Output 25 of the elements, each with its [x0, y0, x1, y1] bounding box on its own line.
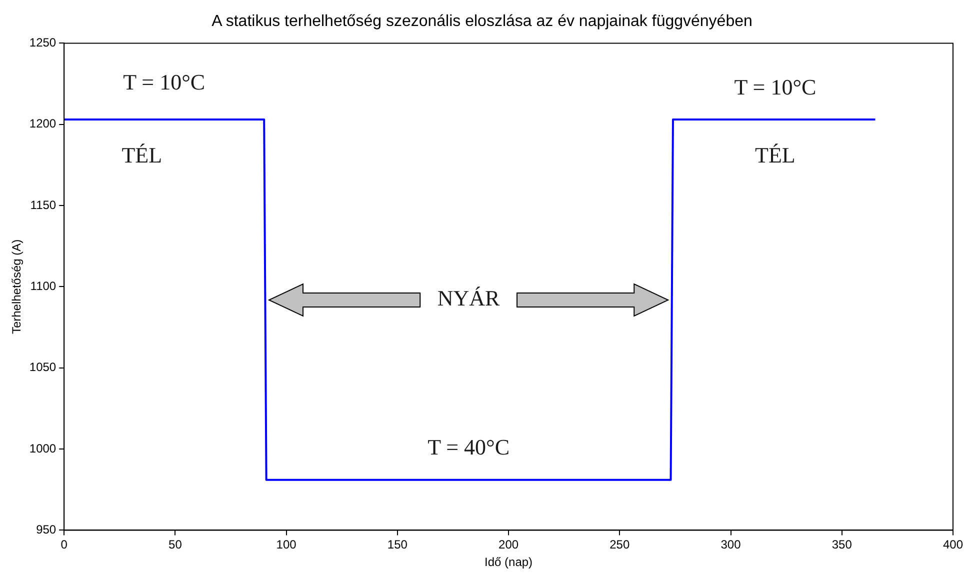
x-tick-label: 150 [387, 538, 408, 552]
y-tick-label: 950 [36, 522, 56, 537]
annotation: T = 10°C [734, 74, 816, 100]
x-tick-label: 200 [498, 538, 519, 552]
y-axis-title: Terhelhetőség (A) [10, 239, 24, 334]
x-tick-label: 250 [610, 538, 630, 552]
x-tick-label: 50 [168, 538, 182, 552]
chart-title: A statikus terhelhetőség szezonális eloszlása az év napjainak függvényében [212, 13, 752, 30]
x-tick-label: 400 [942, 538, 964, 552]
x-tick-label: 100 [276, 538, 297, 552]
annotation: T = 10°C [123, 69, 206, 94]
y-tick-label: 1150 [30, 198, 56, 212]
x-tick-label: 300 [720, 538, 742, 552]
x-tick-label: 0 [60, 538, 68, 552]
y-tick-label: 1050 [29, 360, 56, 374]
annotation: NYÁR [437, 286, 500, 311]
y-tick-label: 1000 [29, 441, 56, 456]
annotation: T = 40°C [428, 434, 510, 460]
annotation: TÉL [122, 142, 162, 168]
y-tick-label: 1200 [29, 116, 56, 131]
x-tick-label: 350 [832, 538, 852, 552]
annotation: TÉL [755, 142, 796, 168]
y-tick-label: 1100 [30, 279, 56, 294]
y-tick-label: 1250 [29, 36, 56, 50]
x-axis-title: Idő (nap) [484, 555, 533, 570]
